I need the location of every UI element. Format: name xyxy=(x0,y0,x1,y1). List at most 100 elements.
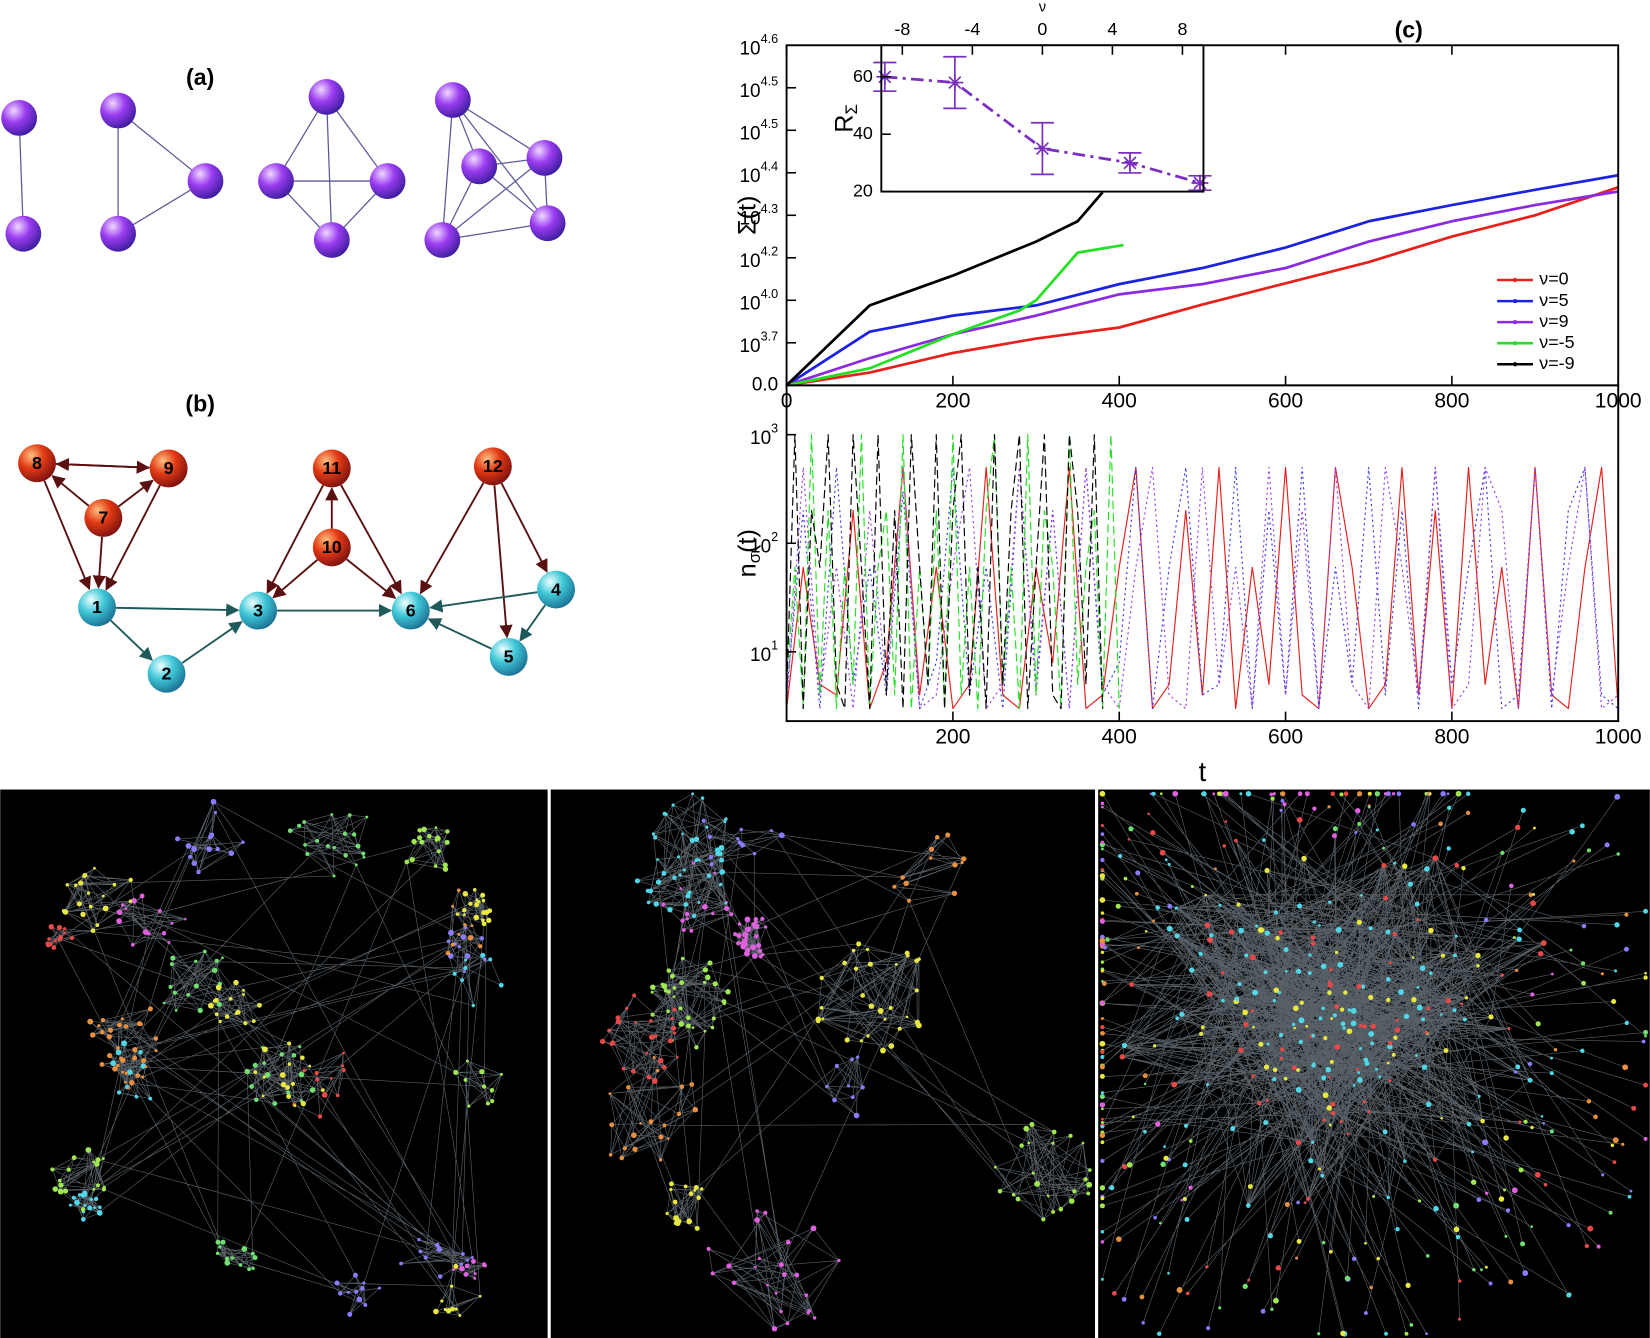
network-node xyxy=(1263,1120,1269,1125)
network-node xyxy=(1403,1159,1407,1163)
network-node xyxy=(465,1059,469,1063)
network-node xyxy=(1242,1009,1249,1016)
network-node xyxy=(309,1087,316,1093)
network-node xyxy=(191,846,197,852)
network-node xyxy=(1454,934,1458,938)
marker xyxy=(946,74,964,91)
series-line xyxy=(884,75,1201,185)
network-node xyxy=(478,1294,482,1298)
network-node xyxy=(1100,847,1104,851)
network-node xyxy=(1470,1179,1477,1185)
network-node xyxy=(423,1255,428,1260)
network-node xyxy=(751,952,758,959)
network-node xyxy=(1445,998,1452,1004)
network-node xyxy=(1543,1182,1548,1187)
network-node xyxy=(1454,862,1460,868)
network-node xyxy=(1641,1039,1646,1044)
network-node xyxy=(1100,801,1105,806)
network-node xyxy=(174,1008,178,1012)
network-node xyxy=(1596,1244,1601,1249)
network-node xyxy=(655,1068,660,1073)
network-node xyxy=(1466,791,1471,796)
network-node xyxy=(1126,1162,1133,1168)
network-node xyxy=(1272,1067,1278,1073)
network-node xyxy=(671,803,675,807)
network-node xyxy=(1283,1076,1288,1081)
network-node xyxy=(90,928,96,934)
network-node xyxy=(1099,937,1106,944)
node xyxy=(391,591,430,630)
network-node xyxy=(860,1085,865,1090)
network-node xyxy=(646,900,651,905)
network-node xyxy=(855,1055,860,1059)
network-node xyxy=(1393,861,1397,865)
network-node xyxy=(1391,1052,1396,1057)
tick-base: 10 xyxy=(750,645,771,666)
network-node xyxy=(48,924,55,930)
network-node xyxy=(474,902,480,908)
network-node xyxy=(1312,806,1317,811)
network-node xyxy=(665,1211,669,1216)
sphere xyxy=(434,82,471,118)
network-node xyxy=(868,1003,875,1009)
network-node xyxy=(224,1259,231,1266)
network-node xyxy=(1175,1016,1179,1021)
network-node xyxy=(1167,1271,1170,1275)
y-tick-label: 20 xyxy=(853,180,873,200)
network-node xyxy=(1185,1291,1190,1296)
directed-edge xyxy=(340,484,402,595)
network-node xyxy=(124,1080,127,1084)
network-node xyxy=(853,1112,860,1119)
network-node xyxy=(658,1158,663,1162)
network-node xyxy=(486,917,492,924)
network-node xyxy=(1151,791,1156,796)
network-node xyxy=(1409,1323,1414,1327)
network-node xyxy=(1520,1241,1526,1247)
network-node xyxy=(832,1097,837,1103)
network-node xyxy=(850,1095,855,1100)
network-node xyxy=(897,1026,902,1031)
network-node xyxy=(1346,1028,1353,1035)
network-node xyxy=(1616,852,1620,856)
network-node xyxy=(332,845,336,850)
network-node xyxy=(184,917,187,921)
network-node xyxy=(87,1018,94,1025)
label-part: σ xyxy=(746,552,765,563)
network-node xyxy=(865,947,870,952)
network-node xyxy=(1335,927,1342,933)
network-node xyxy=(186,992,190,997)
network-node xyxy=(774,1291,778,1295)
network-node xyxy=(1368,1031,1375,1037)
network-node xyxy=(1100,1120,1104,1124)
network-node xyxy=(1367,791,1372,796)
network-node xyxy=(1471,1150,1475,1154)
network-node xyxy=(1367,1110,1371,1114)
network-node xyxy=(1579,823,1585,829)
network-node xyxy=(335,1093,340,1098)
network-node xyxy=(161,931,167,936)
network-node xyxy=(1257,1100,1262,1106)
network-node xyxy=(1115,903,1121,909)
network-node xyxy=(334,1280,340,1286)
network-node xyxy=(880,1047,886,1054)
network-node xyxy=(1330,1017,1334,1020)
network-node xyxy=(203,949,207,954)
network-node xyxy=(138,1049,143,1055)
network-node xyxy=(1167,903,1173,909)
network-node xyxy=(1311,1140,1315,1144)
network-node xyxy=(608,1153,613,1157)
network-node xyxy=(621,1066,626,1071)
network-node xyxy=(297,823,302,828)
network-node xyxy=(347,813,352,817)
network-node xyxy=(1128,826,1134,832)
network-node xyxy=(1308,953,1312,957)
network-node xyxy=(321,1091,328,1098)
network-node xyxy=(454,1307,458,1311)
network-node xyxy=(230,1256,235,1260)
legend-marker xyxy=(1512,341,1518,346)
network-node xyxy=(1643,908,1649,914)
network-node xyxy=(1183,1123,1189,1128)
network-node xyxy=(61,908,66,913)
tick-base: 10 xyxy=(740,81,761,102)
directed-edge xyxy=(427,618,492,650)
